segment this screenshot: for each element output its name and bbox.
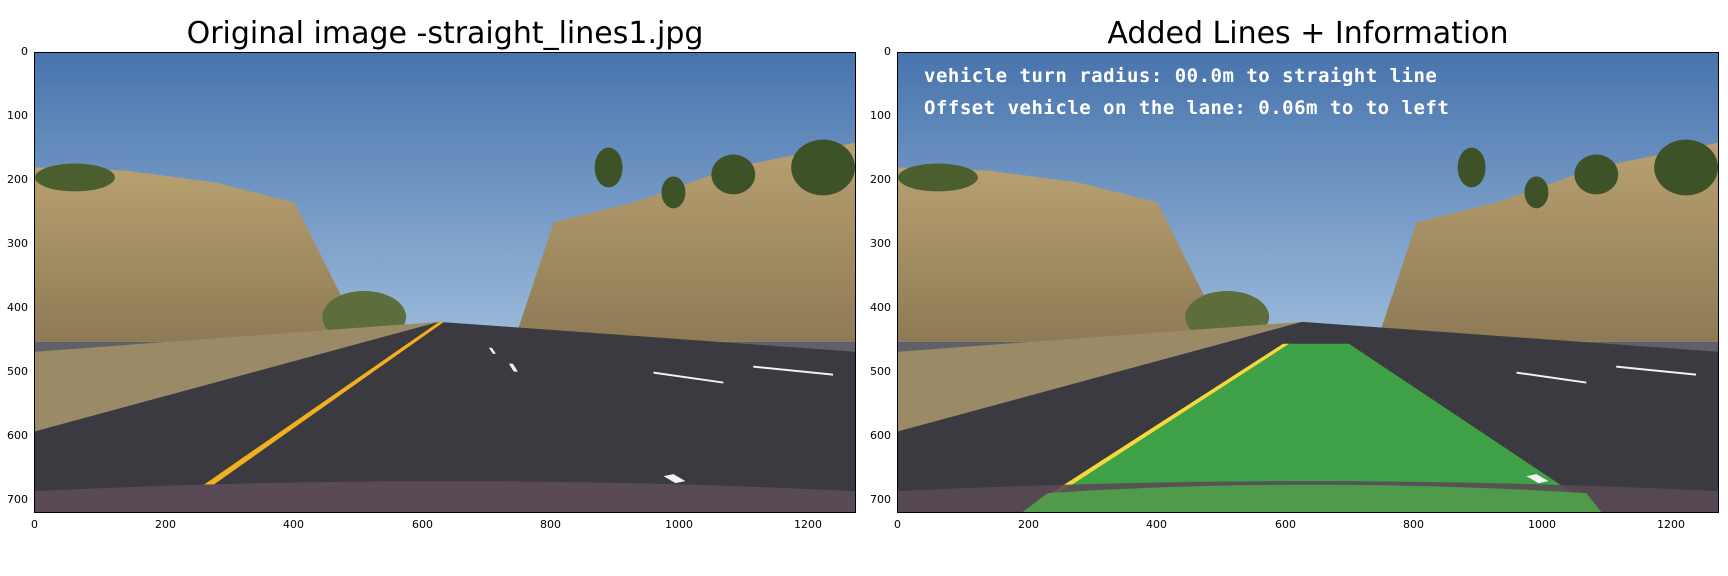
white-lane-dash [508, 363, 518, 372]
y-tick-label: 400 [870, 301, 891, 314]
tree-cluster [35, 163, 115, 192]
x-tick-label: 200 [1018, 518, 1039, 531]
y-tick-label: 100 [7, 109, 28, 122]
tree-cluster [1574, 154, 1619, 195]
left-shoulder [898, 321, 1303, 432]
right-hill [1376, 142, 1718, 342]
yellow-lane-line [1035, 343, 1290, 504]
left-panel-title: Original image -straight_lines1.jpg [186, 16, 704, 51]
y-tick-label: 500 [870, 365, 891, 378]
x-tick-label: 1200 [1657, 518, 1685, 531]
tree-cluster [711, 154, 756, 195]
tree-cluster [791, 139, 855, 196]
right-panel-title: Added Lines + Information [1107, 16, 1509, 51]
x-tick-label: 1000 [665, 518, 693, 531]
car-hood [35, 481, 855, 512]
tree-cluster [1524, 176, 1549, 209]
tree-cluster [1457, 147, 1486, 188]
x-tick-label: 800 [540, 518, 561, 531]
x-tick-label: 600 [1275, 518, 1296, 531]
annotated-road-image: vehicle turn radius: 00.0m to straight l… [897, 52, 1719, 513]
tree-cluster [661, 176, 686, 209]
white-lane-dash [1616, 365, 1697, 376]
white-lane-dash [653, 371, 724, 384]
y-tick-label: 300 [870, 237, 891, 250]
x-tick-label: 200 [155, 518, 176, 531]
y-tick-label: 200 [7, 173, 28, 186]
white-lane-dash [1526, 474, 1549, 484]
white-lane-dash [1516, 371, 1587, 384]
tree-cluster [898, 163, 978, 192]
x-tick-label: 400 [283, 518, 304, 531]
right-figure-panel: Added Lines + Information [863, 0, 1723, 576]
x-tick-label: 1000 [1528, 518, 1556, 531]
left-hill [35, 167, 365, 342]
road-scene-svg [35, 53, 855, 512]
right-hill [513, 142, 855, 342]
y-tick-label: 0 [21, 45, 28, 58]
x-tick-label: 0 [894, 518, 901, 531]
y-tick-label: 100 [870, 109, 891, 122]
left-figure-panel: Original image -straight_lines1.jpg [0, 0, 860, 576]
y-tick-label: 300 [7, 237, 28, 250]
y-tick-label: 600 [870, 429, 891, 442]
x-tick-label: 600 [412, 518, 433, 531]
left-hill [898, 167, 1228, 342]
tree-cluster [1654, 139, 1718, 196]
white-lane-dash [753, 365, 834, 376]
y-tick-label: 0 [884, 45, 891, 58]
y-tick-label: 500 [7, 365, 28, 378]
y-tick-label: 200 [870, 173, 891, 186]
detected-lane-area-hood [1022, 484, 1602, 512]
turn-radius-readout: vehicle turn radius: 00.0m to straight l… [924, 65, 1438, 87]
y-tick-label: 400 [7, 301, 28, 314]
white-lane-dash [663, 474, 686, 484]
x-tick-label: 800 [1403, 518, 1424, 531]
tree-cluster [594, 147, 623, 188]
x-tick-label: 1200 [794, 518, 822, 531]
x-tick-label: 0 [31, 518, 38, 531]
y-tick-label: 600 [7, 429, 28, 442]
detected-lane-area [1022, 343, 1602, 512]
lane-offset-readout: Offset vehicle on the lane: 0.06m to to … [924, 97, 1450, 119]
y-tick-label: 700 [7, 493, 28, 506]
x-tick-label: 400 [1146, 518, 1167, 531]
annotated-scene-svg [898, 53, 1718, 512]
y-tick-label: 700 [870, 493, 891, 506]
original-road-image [34, 52, 856, 513]
white-lane-dash [488, 347, 496, 354]
yellow-lane-line [194, 321, 445, 492]
